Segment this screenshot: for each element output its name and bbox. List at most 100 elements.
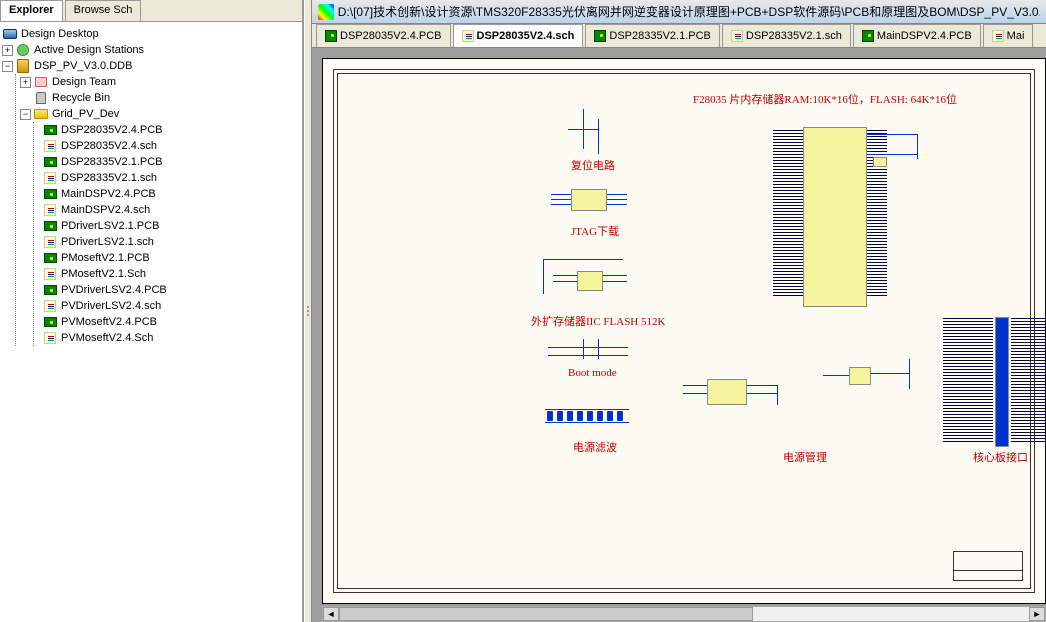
document-tab[interactable]: DSP28335V2.1.PCB [585,24,720,47]
pcb-file-icon [594,30,606,42]
tree-file-item[interactable]: MainDSPV2.4.sch [42,202,300,218]
tree-file-label: PMoseftV2.1.PCB [61,252,150,264]
schematic-pin [773,159,803,161]
schematic-connector-pin [1011,332,1046,334]
tree-file-item[interactable]: PDriverLSV2.1.sch [42,234,300,250]
schematic-pin [867,255,887,257]
tree-file-item[interactable]: MainDSPV2.4.PCB [42,186,300,202]
tree-ddb-root[interactable]: − DSP_PV_V3.0.DDB [2,58,300,74]
collapse-toggle[interactable]: − [20,109,31,120]
tree-file-label: PDriverLSV2.1.PCB [61,220,159,232]
expand-toggle[interactable]: + [2,45,13,56]
tree-file-item[interactable]: PVDriverLSV2.4.PCB [42,282,300,298]
schematic-connector-pin [1011,323,1046,325]
document-tab[interactable]: DSP28335V2.1.sch [722,24,851,47]
tree-design-team[interactable]: + Design Team [20,74,300,90]
scroll-right-button[interactable]: ► [1029,607,1045,621]
schematic-pin [773,222,803,224]
schematic-connector-pin [1011,413,1046,415]
schematic-wire [551,199,571,200]
tree-file-item[interactable]: PVDriverLSV2.4.sch [42,298,300,314]
schematic-connector-pin [943,350,993,352]
schematic-pin [773,183,803,185]
schematic-connector-pin [943,431,993,433]
tree-file-item[interactable]: PMoseftV2.1.Sch [42,266,300,282]
schematic-connector-pin [1011,437,1046,439]
tree-file-label: PVDriverLSV2.4.PCB [61,284,167,296]
tree-label: Design Desktop [21,28,99,40]
tree-file-item[interactable]: DSP28335V2.1.PCB [42,154,300,170]
schematic-pin [867,234,887,236]
schematic-pin [867,189,887,191]
tree-file-item[interactable]: PVMoseftV2.4.Sch [42,330,300,346]
schematic-pin [773,240,803,242]
tree-recycle-bin[interactable]: Recycle Bin [20,90,300,106]
schematic-connector-pin [1011,398,1046,400]
document-tab[interactable]: MainDSPV2.4.PCB [853,24,981,47]
document-tab[interactable]: DSP28035V2.4.PCB [316,24,451,47]
tab-explorer[interactable]: Explorer [0,0,63,21]
tree-file-item[interactable]: PMoseftV2.1.PCB [42,250,300,266]
schematic-connector-pin [1011,404,1046,406]
document-tab[interactable]: DSP28035V2.4.sch [453,24,584,47]
schematic-pin [773,165,803,167]
schematic-pin [867,198,887,200]
tree-file-item[interactable]: DSP28035V2.4.PCB [42,122,300,138]
schematic-wire [598,339,599,359]
tree-file-item[interactable]: PDriverLSV2.1.PCB [42,218,300,234]
scroll-left-button[interactable]: ◄ [323,607,339,621]
schematic-connector-pin [1011,320,1046,322]
schematic-pin [773,279,803,281]
schematic-connector-pin [1011,368,1046,370]
schematic-viewport[interactable]: F28035 片内存储器RAM:10K*16位，FLASH: 64K*16位 复… [312,48,1046,622]
schematic-connector-pin [1011,362,1046,364]
tree-active-stations[interactable]: + Active Design Stations [2,42,300,58]
schematic-connector-pin [943,377,993,379]
schematic-pin [867,267,887,269]
collapse-toggle[interactable]: − [2,61,13,72]
schematic-pin [867,138,887,140]
schematic-pin [867,135,887,137]
tree-design-desktop[interactable]: Design Desktop [2,26,300,42]
schematic-pin [867,177,887,179]
schematic-note-main: F28035 片内存储器RAM:10K*16位，FLASH: 64K*16位 [693,91,957,107]
schematic-pin [867,237,887,239]
document-tab[interactable]: Mai [983,24,1034,47]
tab-browse-sch[interactable]: Browse Sch [65,0,142,21]
schematic-connector-pin [943,416,993,418]
scroll-thumb[interactable] [339,607,753,621]
schematic-wire [777,385,778,405]
schematic-pin [867,285,887,287]
tree-file-label: PVDriverLSV2.4.sch [61,300,161,312]
schematic-pin [867,276,887,278]
schematic-pin [867,216,887,218]
schematic-pin [867,231,887,233]
panel-splitter[interactable] [304,0,312,622]
expand-toggle[interactable]: + [20,77,31,88]
tree-file-item[interactable]: PVMoseftV2.4.PCB [42,314,300,330]
tree-file-item[interactable]: DSP28335V2.1.sch [42,170,300,186]
schematic-pin [867,273,887,275]
tree-folder-grid-pv[interactable]: − Grid_PV_Dev [20,106,300,122]
schematic-pin [867,204,887,206]
schematic-wire [543,259,544,294]
schematic-component-flash [577,271,603,291]
schematic-label-reset: 复位电路 [571,157,615,173]
schematic-connector-pin [1011,416,1046,418]
horizontal-scrollbar[interactable]: ◄ ► [322,606,1046,622]
schematic-pin [773,228,803,230]
schematic-pin [773,192,803,194]
schematic-pin [773,132,803,134]
schematic-wire [603,281,627,282]
tree-file-item[interactable]: DSP28035V2.4.sch [42,138,300,154]
schematic-connector-pin [1011,395,1046,397]
tree-file-label: PMoseftV2.1.Sch [61,268,146,280]
schematic-pin [773,225,803,227]
schematic-connector-pin [943,401,993,403]
schematic-connector-pin [943,389,993,391]
schematic-pin [867,186,887,188]
scroll-track[interactable] [339,607,1029,621]
schematic-canvas[interactable]: F28035 片内存储器RAM:10K*16位，FLASH: 64K*16位 复… [322,58,1046,604]
schematic-connector-pin [1011,422,1046,424]
schematic-connector-pin [1011,329,1046,331]
